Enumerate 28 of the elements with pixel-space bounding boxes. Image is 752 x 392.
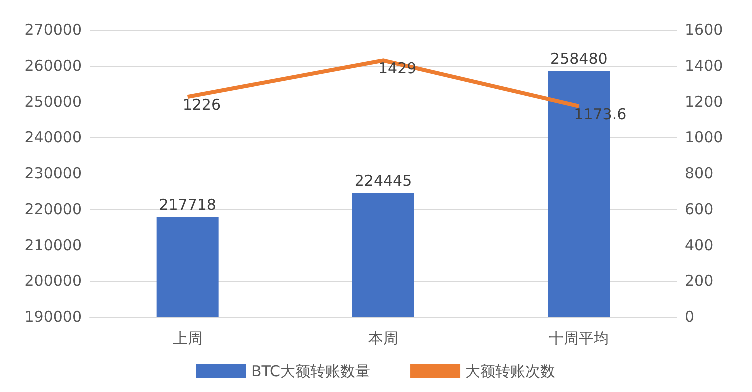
y-tick-label: 240000 [24, 128, 82, 147]
y-tick-label: 260000 [24, 56, 82, 75]
y2-tick-label: 1000 [685, 128, 724, 147]
data-label: 1429 [378, 60, 417, 78]
legend-label: BTC大额转账数量 [251, 362, 371, 380]
y2-tick-label: 1200 [685, 92, 724, 111]
y2-tick-label: 200 [685, 272, 714, 290]
y-tick-label: 220000 [24, 200, 82, 218]
y2-tick-label: 1600 [685, 21, 724, 39]
y-tick-label: 200000 [24, 272, 82, 290]
y2-tick-label: 0 [685, 308, 695, 326]
legend-label: 大额转账次数 [466, 362, 556, 380]
data-label: 258480 [550, 50, 608, 68]
x-tick-label: 上周 [172, 330, 203, 348]
x-tick-label: 本周 [368, 330, 398, 348]
data-label: 1226 [182, 96, 222, 114]
y2-tick-label: 800 [685, 164, 714, 182]
y-tick-label: 250000 [24, 92, 82, 111]
data-label: 224445 [354, 172, 412, 190]
y-tick-label: 270000 [24, 21, 82, 39]
y-tick-label: 210000 [24, 236, 82, 254]
y-tick-label: 190000 [24, 308, 82, 326]
y-tick-label: 230000 [24, 164, 82, 182]
data-label: 217718 [159, 196, 216, 214]
y2-tick-label: 400 [685, 236, 714, 254]
y2-tick-label: 600 [685, 200, 714, 218]
x-tick-label: 十周平均 [549, 330, 610, 348]
y2-tick-label: 1400 [685, 56, 724, 75]
